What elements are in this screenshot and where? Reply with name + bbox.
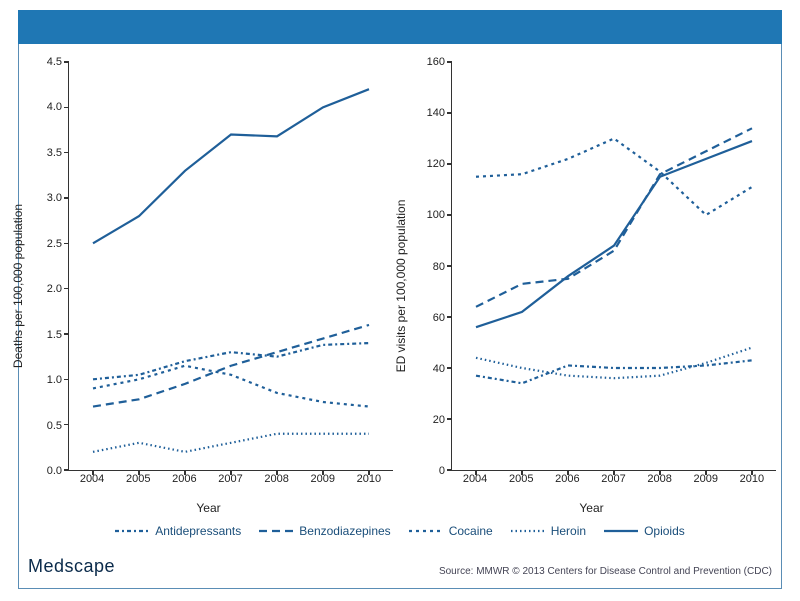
xtick-label: 2005 bbox=[126, 473, 150, 485]
left-xlabel: Year bbox=[20, 501, 397, 515]
right-ylabel: ED visits per 100,000 population bbox=[394, 199, 408, 372]
ytick-label: 2.0 bbox=[47, 283, 62, 295]
ytick-label: 3.0 bbox=[47, 192, 62, 204]
ytick-label: 160 bbox=[427, 56, 445, 68]
charts-row: Deaths per 100,000 population 0.00.51.01… bbox=[20, 54, 780, 517]
ytick-label: 0.0 bbox=[47, 465, 62, 477]
series-benzodiazepines bbox=[93, 325, 369, 407]
left-yticks: 0.00.51.01.52.02.53.03.54.04.5 bbox=[30, 62, 66, 471]
ytick-label: 3.5 bbox=[47, 147, 62, 159]
legend-item-cocaine: Cocaine bbox=[409, 524, 493, 538]
ytick-label: 0.5 bbox=[47, 420, 62, 432]
xtick-label: 2004 bbox=[463, 473, 487, 485]
legend-swatch-heroin bbox=[511, 526, 545, 536]
header-bar bbox=[18, 10, 782, 44]
source-text: Source: MMWR © 2013 Centers for Disease … bbox=[439, 566, 772, 577]
series-cocaine bbox=[476, 139, 752, 216]
xtick-label: 2004 bbox=[80, 473, 104, 485]
xtick-label: 2005 bbox=[509, 473, 533, 485]
ytick-label: 80 bbox=[433, 261, 445, 273]
legend-item-heroin: Heroin bbox=[511, 524, 586, 538]
ytick-label: 20 bbox=[433, 414, 445, 426]
series-opioids bbox=[93, 89, 369, 243]
left-plot-area bbox=[68, 62, 393, 471]
xtick-label: 2010 bbox=[357, 473, 381, 485]
left-ylabel: Deaths per 100,000 population bbox=[11, 203, 25, 367]
xtick-label: 2009 bbox=[311, 473, 335, 485]
left-lines bbox=[69, 62, 393, 470]
legend-swatch-opioids bbox=[604, 526, 638, 536]
left-panel: Deaths per 100,000 population 0.00.51.01… bbox=[20, 54, 397, 517]
legend: Antidepressants Benzodiazepines Cocaine Her… bbox=[20, 521, 780, 541]
series-heroin bbox=[93, 434, 369, 452]
legend-item-antidepressants: Antidepressants bbox=[115, 524, 241, 538]
right-lines bbox=[452, 62, 776, 470]
legend-swatch-antidepressants bbox=[115, 526, 149, 536]
ytick-label: 2.5 bbox=[47, 238, 62, 250]
series-benzodiazepines bbox=[476, 128, 752, 306]
series-antidepressants bbox=[476, 360, 752, 383]
right-xticks: 2004 2005 2006 2007 2008 2009 2010 bbox=[451, 473, 776, 487]
legend-label: Antidepressants bbox=[155, 524, 241, 538]
right-yticks: 020406080100120140160 bbox=[413, 62, 449, 471]
ytick-label: 100 bbox=[427, 209, 445, 221]
ytick-label: 4.0 bbox=[47, 101, 62, 113]
series-heroin bbox=[476, 348, 752, 379]
legend-item-benzodiazepines: Benzodiazepines bbox=[259, 524, 390, 538]
ytick-label: 1.0 bbox=[47, 374, 62, 386]
ytick-label: 140 bbox=[427, 107, 445, 119]
ytick-label: 4.5 bbox=[47, 56, 62, 68]
ytick-label: 120 bbox=[427, 158, 445, 170]
xtick-label: 2007 bbox=[218, 473, 242, 485]
xtick-label: 2008 bbox=[647, 473, 671, 485]
xtick-label: 2010 bbox=[740, 473, 764, 485]
ytick-label: 60 bbox=[433, 312, 445, 324]
legend-swatch-cocaine bbox=[409, 526, 443, 536]
legend-label: Opioids bbox=[644, 524, 685, 538]
legend-item-opioids: Opioids bbox=[604, 524, 685, 538]
left-xticks: 2004 2005 2006 2007 2008 2009 2010 bbox=[68, 473, 393, 487]
right-xlabel: Year bbox=[403, 501, 780, 515]
xtick-label: 2006 bbox=[555, 473, 579, 485]
xtick-label: 2008 bbox=[264, 473, 288, 485]
brand-text: Medscape bbox=[28, 556, 115, 577]
series-opioids bbox=[476, 141, 752, 327]
legend-label: Benzodiazepines bbox=[299, 524, 390, 538]
figure-container: Deaths per 100,000 population 0.0 0.5 1.0 1… bbox=[0, 0, 800, 601]
legend-label: Cocaine bbox=[449, 524, 493, 538]
legend-label: Heroin bbox=[551, 524, 586, 538]
xtick-label: 2009 bbox=[694, 473, 718, 485]
ytick-label: 1.5 bbox=[47, 329, 62, 341]
ytick-label: 40 bbox=[433, 363, 445, 375]
right-plot-area bbox=[451, 62, 776, 471]
xtick-label: 2006 bbox=[172, 473, 196, 485]
xtick-label: 2007 bbox=[601, 473, 625, 485]
legend-swatch-benzodiazepines bbox=[259, 526, 293, 536]
ytick-label: 0 bbox=[439, 465, 445, 477]
right-panel: ED visits per 100,000 population 0204060… bbox=[403, 54, 780, 517]
